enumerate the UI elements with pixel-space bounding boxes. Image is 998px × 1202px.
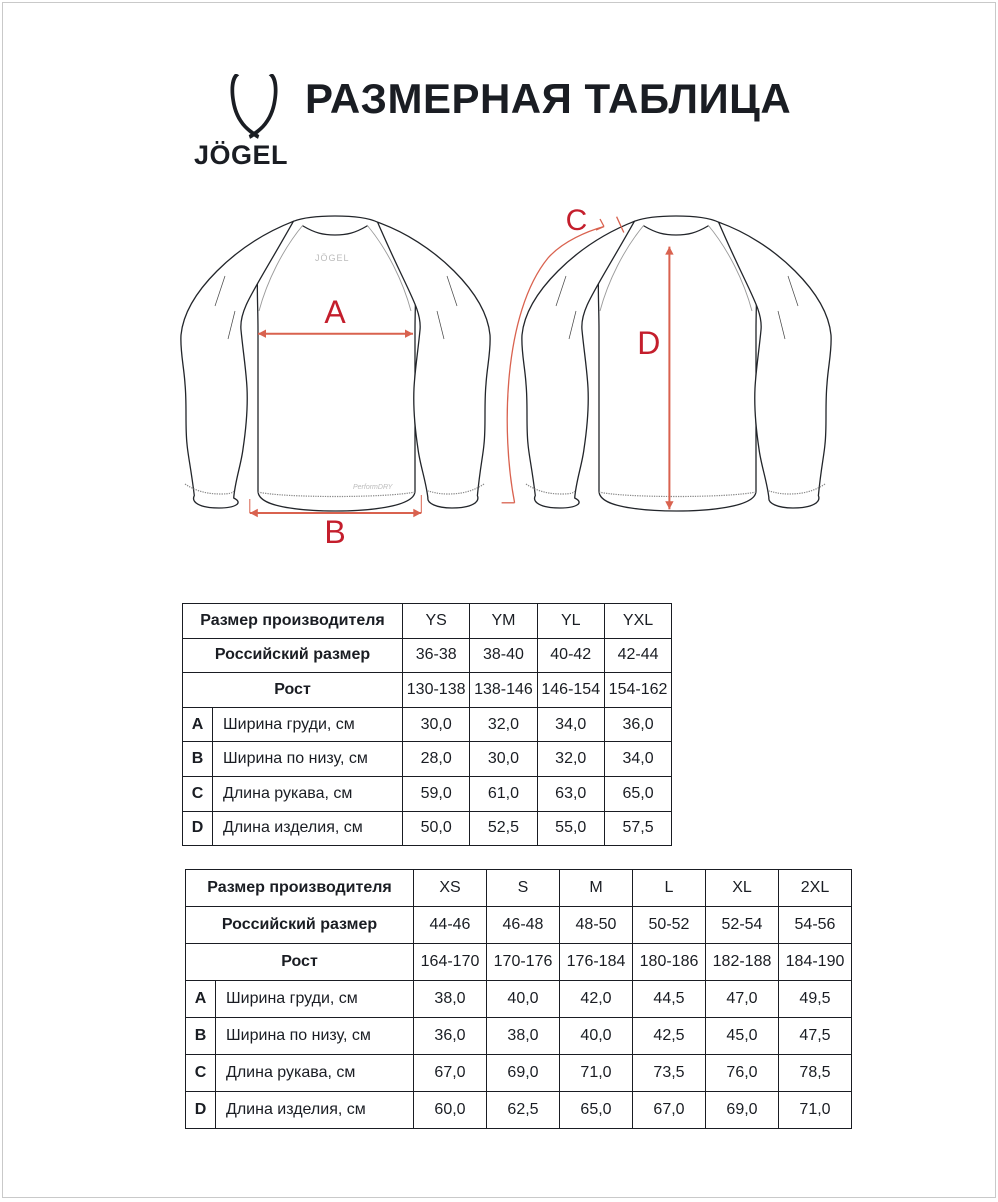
svg-text:JÖGEL: JÖGEL (194, 141, 288, 170)
svg-text:D: D (637, 325, 660, 361)
svg-text:B: B (324, 514, 345, 550)
svg-text:C: C (566, 204, 588, 237)
svg-text:A: A (324, 294, 346, 330)
svg-text:PerformDRY: PerformDRY (353, 484, 394, 491)
svg-text:JÖGEL: JÖGEL (315, 253, 350, 263)
